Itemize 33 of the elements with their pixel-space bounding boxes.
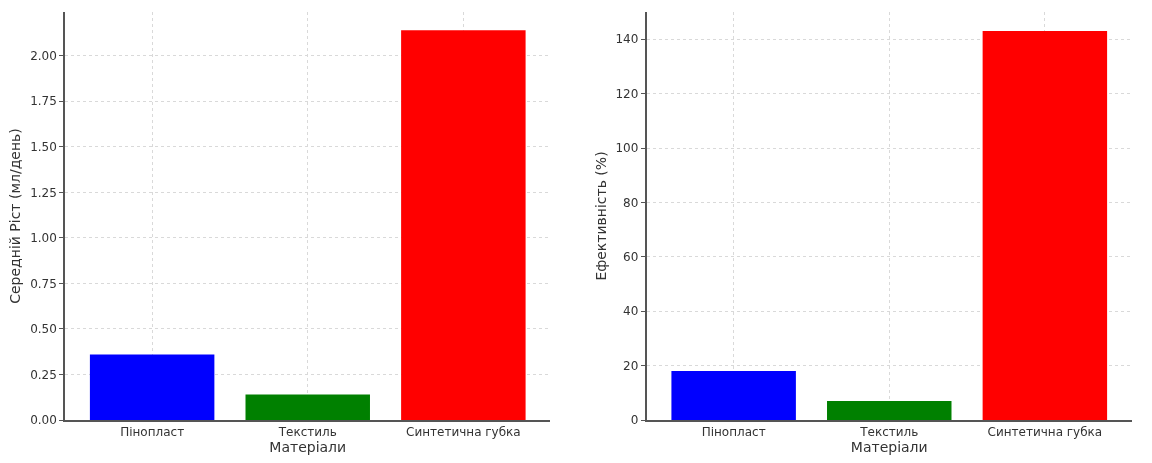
bar [827,400,952,420]
bar [671,371,796,420]
y-tick-label: 40 [623,304,639,319]
y-tick-label: 2.00 [30,48,57,63]
y-tick-label: 120 [615,86,639,101]
y-tick-label: 1.50 [30,139,57,154]
y-tick-label: 0.25 [30,367,57,382]
x-tick-label: Текстиль [859,425,919,440]
y-axis-title: Ефективність (%) [592,151,609,281]
x-tick-label: Синтетична губка [987,425,1103,440]
y-tick-label: 140 [615,32,639,47]
y-tick-label: 100 [615,141,639,156]
y-tick-label: 0.75 [30,276,57,291]
bar [245,394,370,420]
x-tick-label: Пінопласт [701,425,766,440]
y-tick-label: 0.00 [30,413,57,428]
bar [401,30,526,420]
y-tick-label: 20 [623,358,639,373]
x-axis-title: Матеріали [850,439,928,456]
y-tick-label: 1.25 [30,185,57,200]
y-tick-label: 1.00 [30,231,57,246]
bar [89,354,215,420]
x-tick-label: Пінопласт [120,425,185,440]
x-tick-label: Текстиль [277,425,337,440]
y-tick-label: 0 [630,413,639,428]
y-tick-label: 60 [623,250,639,264]
y-tick-label: 1.75 [30,94,57,109]
y-tick-label: 0.50 [30,322,57,337]
bar [982,31,1108,420]
y-axis-title: Середній Ріст (мл/день) [7,128,24,304]
x-tick-label: Синтетична губка [406,425,521,440]
x-axis-title: Матеріали [269,439,347,456]
y-tick-label: 80 [623,195,639,210]
